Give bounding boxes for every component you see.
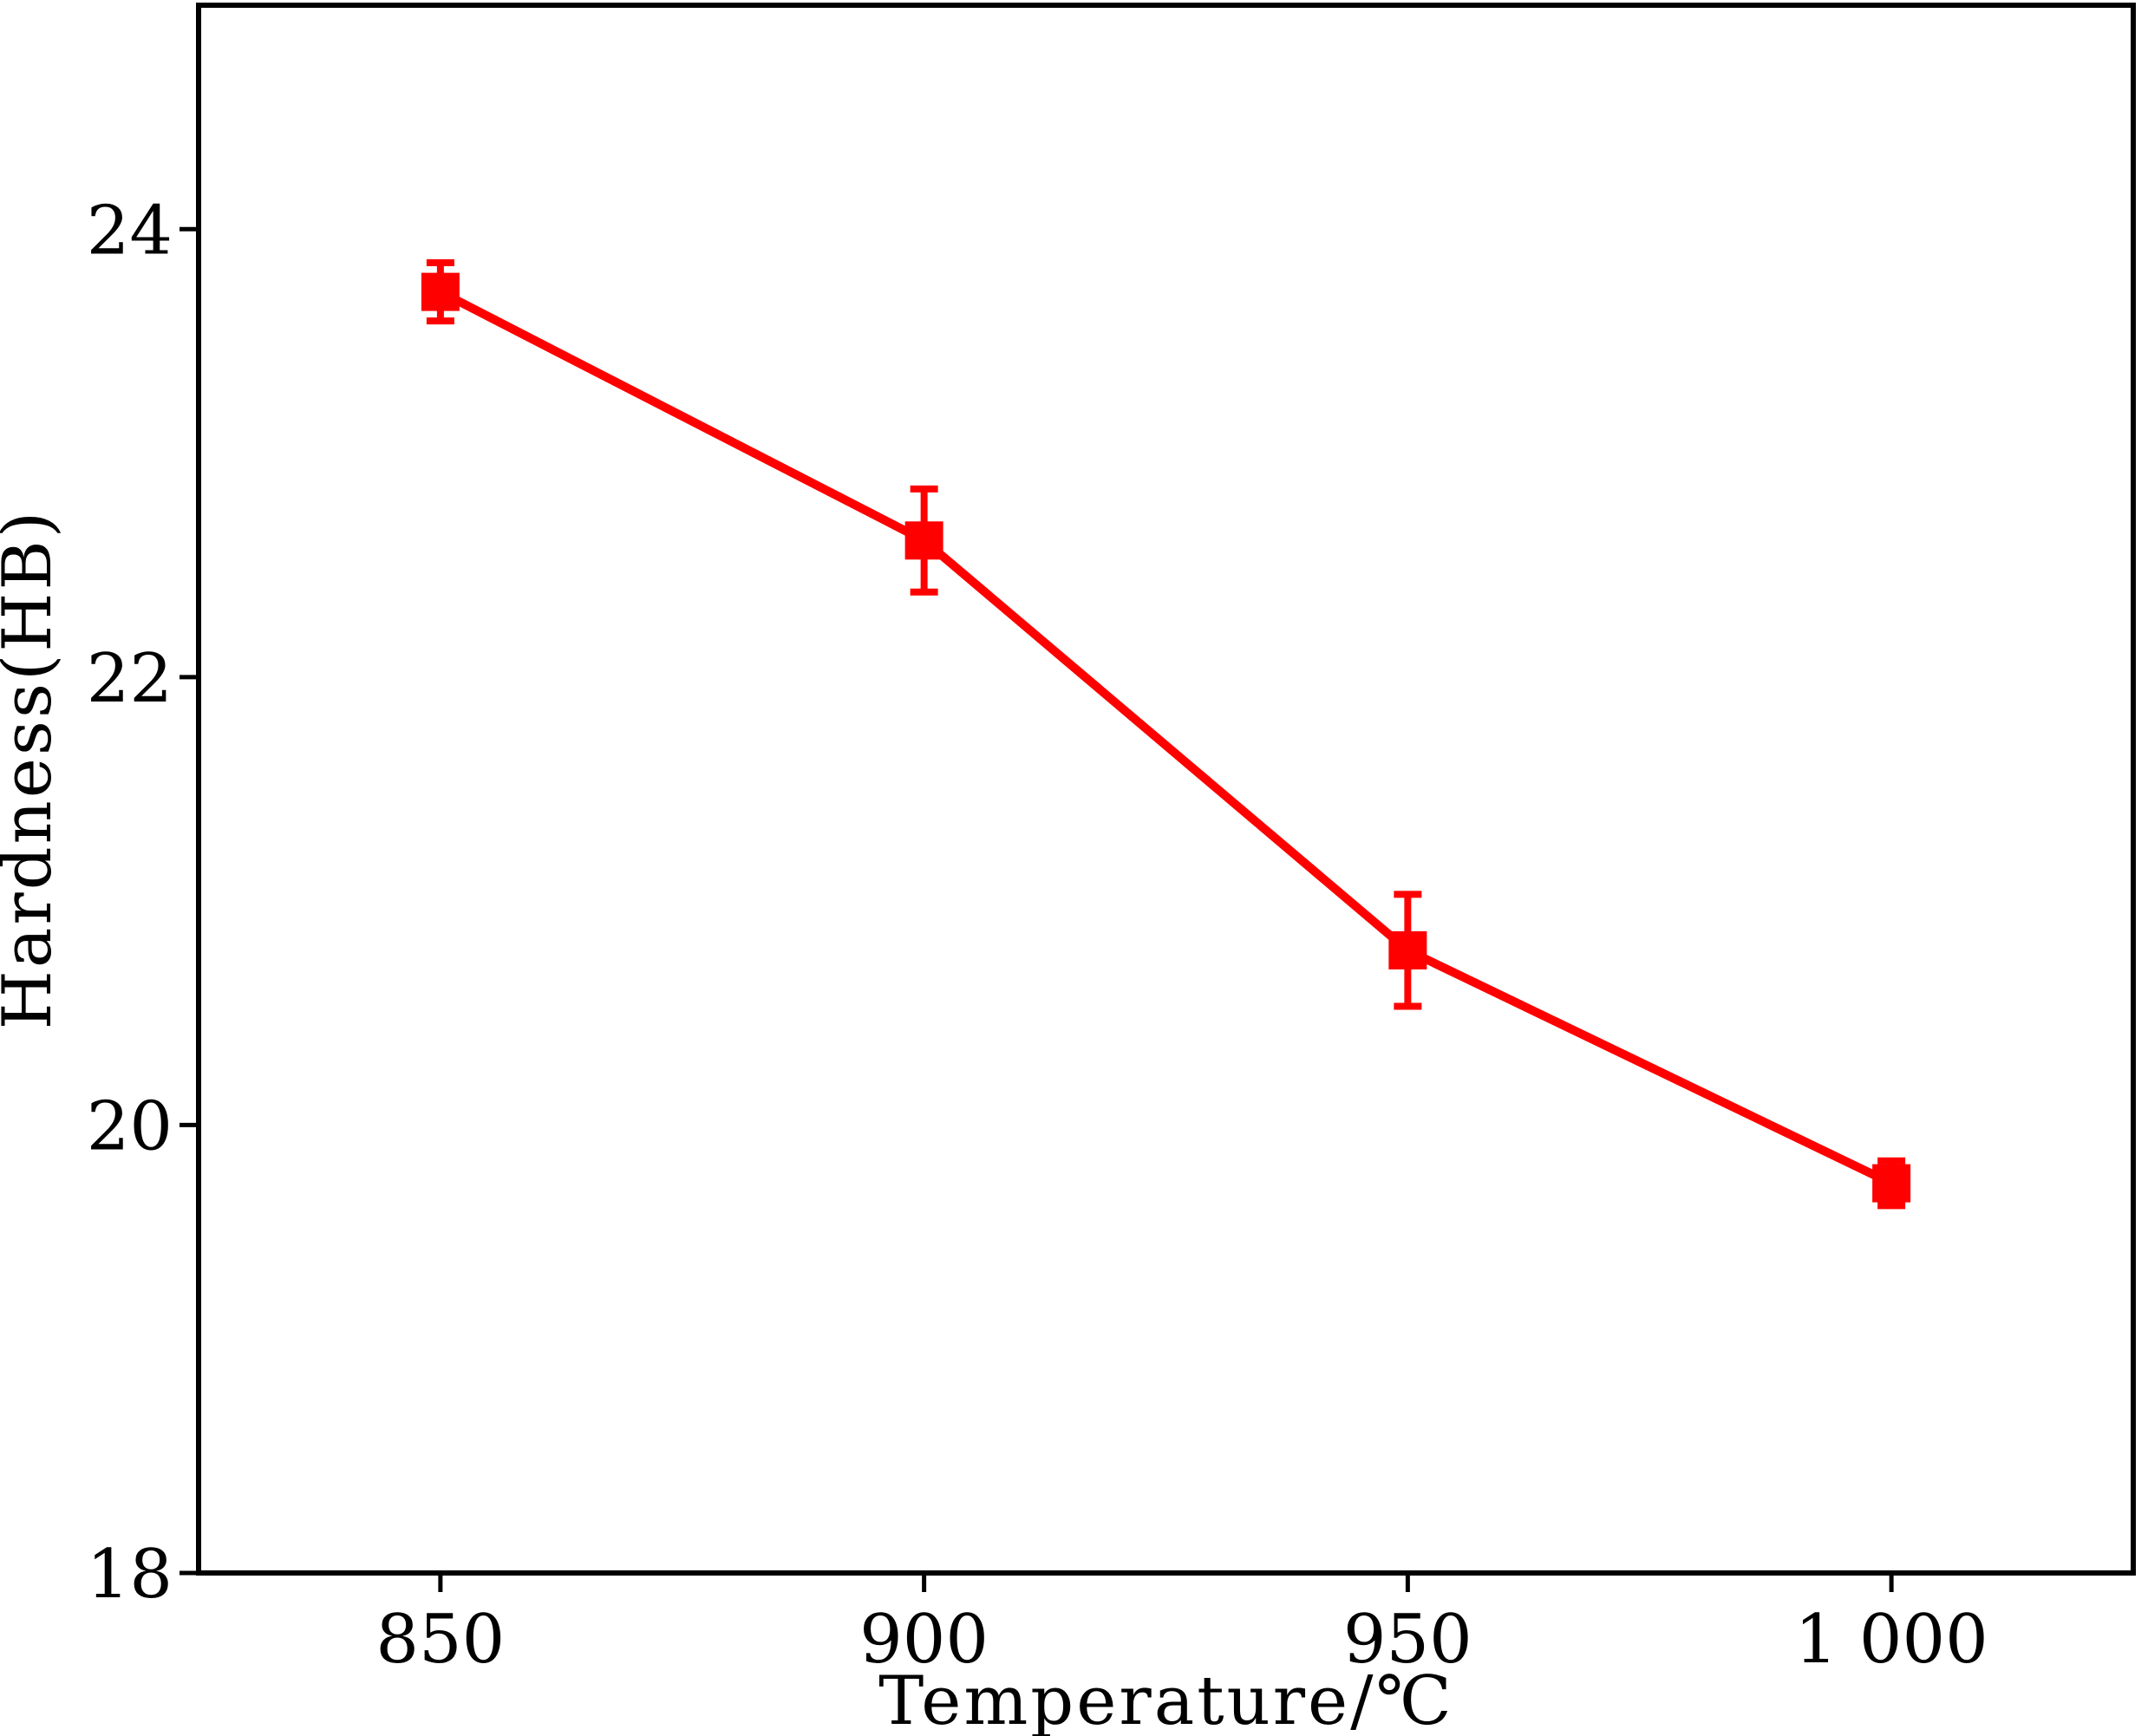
series-line (438, 288, 1894, 1188)
x-tick-label: 950 (1343, 1601, 1472, 1679)
y-tick-label: 24 (87, 192, 173, 270)
data-point (904, 521, 943, 560)
data-point (1872, 1164, 1911, 1203)
x-axis-title: Temperature/℃ (878, 1662, 1454, 1736)
x-tick-label: 1 000 (1794, 1601, 1988, 1679)
axis-ticks: 850 900 950 1 000 18 20 22 24 (87, 192, 1988, 1679)
series-hardness (421, 259, 1911, 1210)
data-point (421, 272, 460, 311)
y-tick-label: 22 (87, 640, 173, 718)
y-tick-label: 18 (87, 1536, 173, 1614)
x-tick-label: 850 (375, 1601, 505, 1679)
y-axis-title: Hardness(HB) (0, 509, 67, 1029)
data-point (1388, 930, 1427, 969)
plot-frame (196, 3, 2136, 1576)
y-tick-label: 20 (87, 1087, 173, 1165)
x-tick-label: 900 (859, 1601, 989, 1679)
plot-area (196, 3, 2136, 1576)
